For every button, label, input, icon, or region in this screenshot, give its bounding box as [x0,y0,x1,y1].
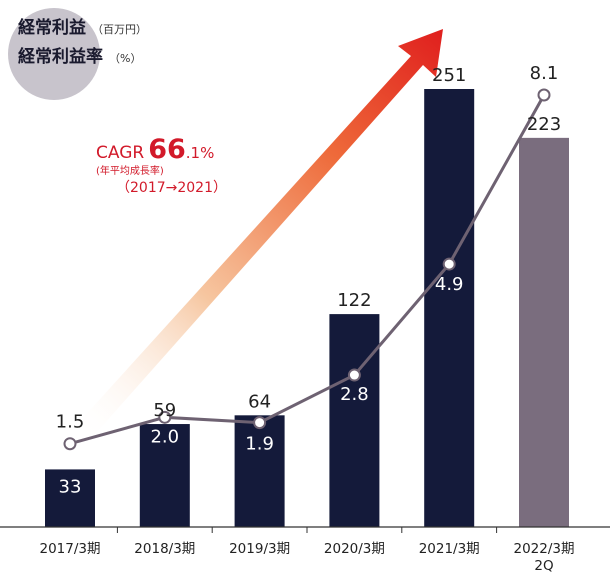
margin-value-5: 8.1 [530,63,559,84]
margin-value-4: 4.9 [435,274,464,295]
cagr-value-big: 66 [148,134,186,165]
bar-4 [424,89,475,527]
data-labels: 33 59 64 122 251 223 1.5 2.0 1.9 2.8 4.9 8.1 [56,63,562,497]
bar-5 [519,137,569,527]
bar-value-5: 223 [527,114,561,135]
x-tick-label-2: 2019/3期 [229,541,290,557]
cagr-label: CAGR [96,143,145,163]
cagr-note: (年平均成長率) [96,166,164,177]
margin-value-1: 2.0 [150,426,179,447]
cagr-annotation: CAGR 66.1% (年平均成長率) （2017→2021） [96,134,227,197]
x-tick-label-1: 2018/3期 [134,541,195,557]
margin-point-3 [347,368,361,382]
margin-line-path [69,94,546,446]
margin-unit: （%） [109,52,142,65]
bar-0 [45,469,95,527]
chart-titles: 経常利益 （百万円） 経常利益率 （%） [18,14,147,72]
margin-value-2: 1.9 [245,434,274,455]
margin-point-2 [253,416,267,430]
profit-title-line: 経常利益 （百万円） [18,14,147,43]
margin-title: 経常利益率 [18,47,103,67]
margin-title-line: 経常利益率 （%） [18,43,147,72]
bars [45,89,569,527]
growth-arrow-shape [62,29,443,451]
bar-1 [139,424,190,527]
x-tick-label-0: 2017/3期 [40,541,101,557]
bar-value-4: 251 [432,65,466,86]
x-tick-label-5-1: 2Q [534,558,553,574]
bar-value-0: 33 [59,476,82,497]
x-tick-label-5: 2022/3期 [514,541,575,557]
profit-title: 経常利益 [18,18,86,38]
cagr-head: CAGR 66.1% [96,134,227,165]
bar-3 [329,314,380,527]
x-tick-label-4: 2021/3期 [419,541,480,557]
cagr-period: （2017→2021） [116,180,227,196]
bar-value-2: 64 [248,391,271,412]
bar-2 [234,415,285,527]
title-bubble [8,8,100,100]
margin-value-0: 1.5 [56,412,85,433]
margin-point-5 [537,88,551,102]
x-axis: 2017/3期 2018/3期 2019/3期 2020/3期 2021/3期 2022/… [0,526,610,574]
cagr-value-small: .1% [185,144,215,162]
bar-value-3: 122 [337,290,371,311]
margin-point-4 [442,257,456,271]
profit-unit: （百万円） [92,23,147,36]
margin-point-1 [158,410,172,424]
margin-value-3: 2.8 [340,384,369,405]
x-tick-label-3: 2020/3期 [324,541,385,557]
margin-point-0 [63,437,77,451]
growth-arrow [62,29,443,451]
bar-value-1: 59 [153,400,176,421]
margin-line [63,88,551,451]
